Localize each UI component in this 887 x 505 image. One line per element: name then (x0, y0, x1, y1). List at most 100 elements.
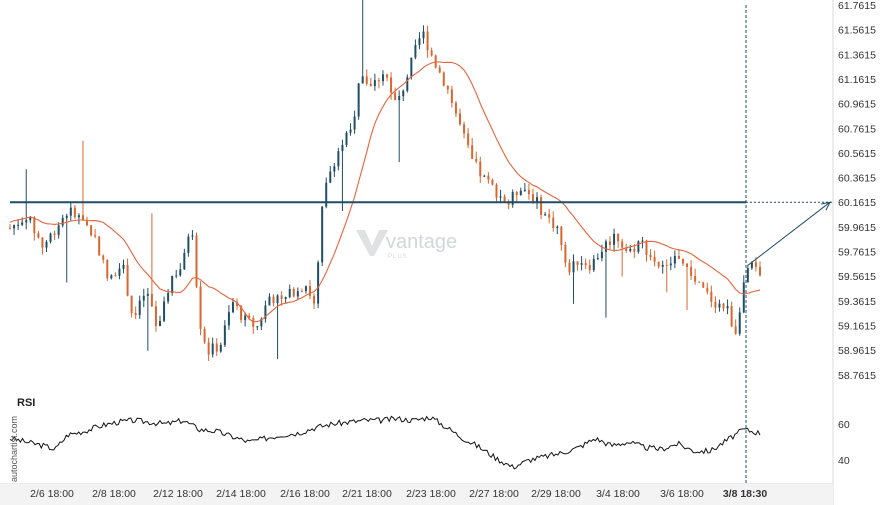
candle (81, 140, 84, 221)
y-tick-label: 59.3615 (838, 296, 876, 308)
candle (49, 232, 52, 244)
candle (183, 248, 186, 270)
candle-body (483, 175, 486, 177)
candle (313, 293, 316, 310)
candle (556, 225, 559, 235)
x-axis-labels: 2/6 18:00 2/8 18:00 2/12 18:00 2/14 18:00 2/… (30, 488, 767, 500)
candle-body (613, 233, 616, 245)
projection-arrow-head (821, 201, 831, 211)
candle (584, 258, 587, 270)
candle (179, 263, 182, 277)
candle-body (746, 268, 749, 283)
candle-body (106, 259, 109, 279)
y-tick-label: 61.7615 (838, 0, 876, 12)
candle (130, 295, 133, 318)
candle-body (317, 262, 320, 304)
candle (118, 263, 121, 280)
candle-body (718, 303, 721, 308)
candle (199, 281, 202, 336)
candle (722, 302, 725, 312)
candle-body (584, 263, 587, 266)
candle (596, 253, 599, 261)
candle (698, 281, 701, 283)
candle-body (73, 207, 76, 218)
candle (187, 233, 190, 257)
candle-body (588, 265, 591, 271)
candle (759, 261, 761, 277)
candle (552, 211, 555, 232)
candle (536, 192, 539, 209)
candle-body (438, 67, 441, 73)
candle (661, 260, 664, 274)
y-axis-labels: 61.7615 61.5615 61.3615 61.1615 60.9615 60.76… (838, 0, 876, 382)
candle-body (402, 90, 405, 97)
candle (463, 121, 466, 139)
candle-body (686, 263, 689, 267)
candle-body (57, 225, 60, 235)
candle-body (187, 236, 190, 253)
candle-body (252, 318, 255, 327)
candle-body (414, 45, 417, 58)
x-tick-label: 3/8 18:30 (723, 488, 768, 500)
candle (523, 183, 526, 192)
candle-body (167, 292, 170, 302)
candle (211, 337, 214, 358)
candle (690, 260, 693, 280)
x-tick-label: 2/16 18:00 (280, 488, 330, 500)
candle (499, 189, 502, 202)
candle-body (86, 220, 89, 226)
candle-body (467, 133, 470, 146)
candle-body (264, 305, 267, 320)
candle-body (90, 225, 93, 236)
candle (609, 236, 611, 250)
watermark-logo: vantage PLUS (356, 230, 457, 260)
candle-body (637, 241, 640, 252)
candle (317, 260, 320, 309)
candle-body (706, 287, 709, 292)
candle (13, 224, 16, 235)
candle-body (276, 295, 279, 304)
candle-body (422, 31, 425, 39)
candle-body (268, 296, 271, 306)
candle (726, 299, 729, 315)
candle (73, 205, 76, 219)
candle-body (641, 240, 644, 242)
x-tick-label: 2/27 18:00 (469, 488, 519, 500)
candle-body (309, 286, 311, 296)
candle (471, 137, 474, 159)
candle-body (292, 288, 295, 297)
y-tick-label: 61.5615 (838, 25, 876, 37)
rsi-line (9, 415, 761, 470)
candle (442, 71, 445, 87)
candle-body (272, 296, 275, 304)
candle (414, 39, 417, 60)
candle-body (150, 293, 153, 307)
rsi-axis-labels: 60 40 (838, 419, 850, 467)
candle-body (548, 214, 551, 218)
candle-body (621, 241, 624, 248)
candle (276, 294, 279, 360)
candle-body (337, 151, 340, 167)
candle (345, 130, 348, 148)
candle-body (321, 206, 324, 263)
candle-body (333, 166, 336, 172)
candle-body (369, 83, 372, 86)
candle-body (491, 179, 494, 185)
candle-body (171, 275, 174, 293)
candle (77, 213, 80, 225)
candle (215, 338, 218, 356)
candle (94, 228, 97, 239)
candle-body (227, 312, 230, 326)
watermark-brand: vantage (386, 231, 457, 253)
y-tick-label: 59.1615 (838, 320, 876, 332)
candle (114, 272, 117, 277)
candle-body (726, 306, 729, 309)
candle-body (45, 241, 48, 248)
candle (256, 325, 259, 331)
candle (572, 254, 575, 304)
candle (673, 250, 676, 269)
candle (511, 189, 514, 208)
candle-body (665, 264, 668, 266)
candle-body (459, 113, 461, 125)
